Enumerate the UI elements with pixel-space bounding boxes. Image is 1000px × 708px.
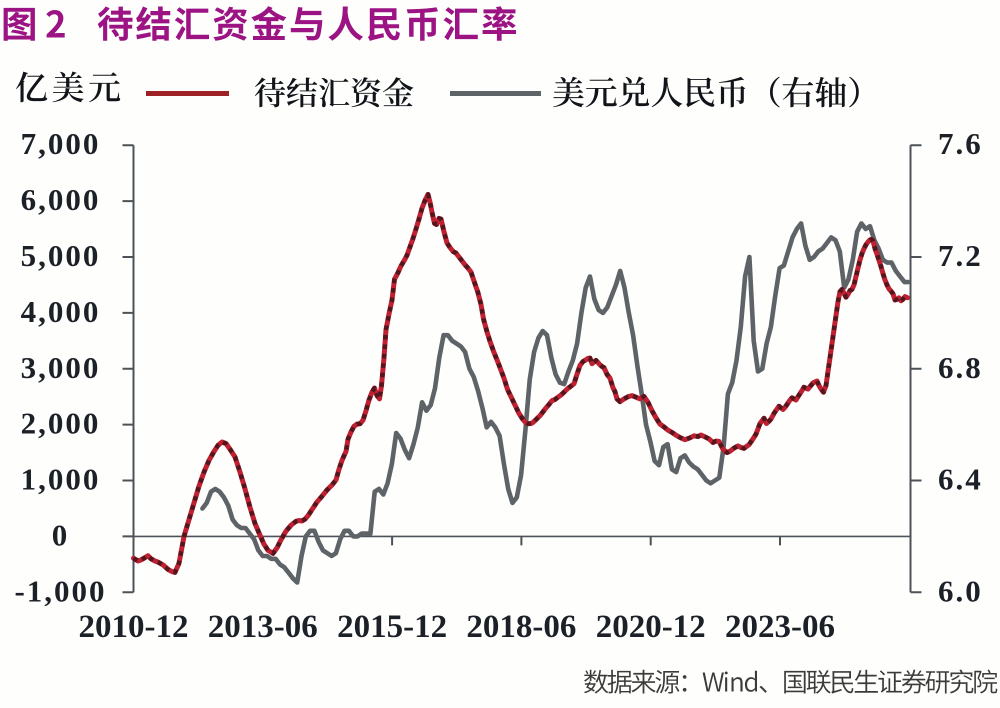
- svg-text:3,000: 3,000: [21, 350, 101, 385]
- svg-text:7,000: 7,000: [21, 126, 101, 161]
- svg-text:2023-06: 2023-06: [725, 609, 835, 645]
- svg-text:6,000: 6,000: [21, 182, 101, 217]
- svg-text:5,000: 5,000: [21, 238, 101, 273]
- svg-text:2018-06: 2018-06: [466, 609, 576, 645]
- svg-text:0: 0: [52, 517, 70, 552]
- svg-text:6.0: 6.0: [938, 573, 983, 608]
- svg-text:2013-06: 2013-06: [208, 609, 318, 645]
- svg-text:2015-12: 2015-12: [337, 609, 447, 645]
- svg-text:7.2: 7.2: [938, 238, 983, 273]
- svg-text:2020-12: 2020-12: [596, 609, 706, 645]
- svg-text:-1,000: -1,000: [14, 573, 106, 608]
- svg-text:1,000: 1,000: [21, 462, 101, 497]
- svg-text:6.4: 6.4: [938, 462, 983, 497]
- svg-text:6.8: 6.8: [938, 350, 983, 385]
- svg-text:2010-12: 2010-12: [79, 609, 189, 645]
- svg-text:4,000: 4,000: [21, 294, 101, 329]
- svg-text:2,000: 2,000: [21, 406, 101, 441]
- svg-text:7.6: 7.6: [938, 126, 983, 161]
